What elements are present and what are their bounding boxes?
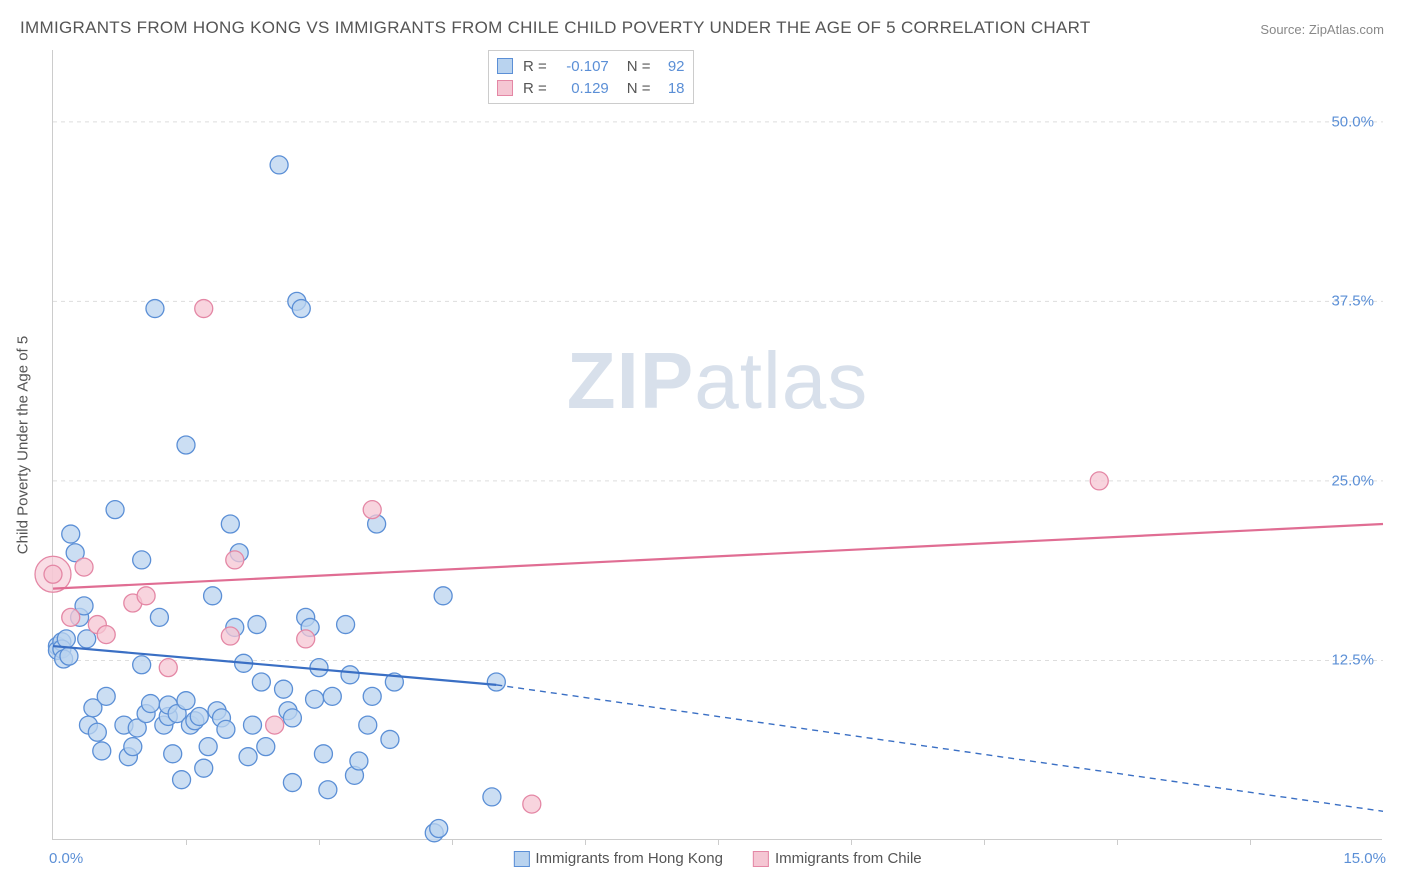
y-tick-label: 25.0% (1331, 472, 1374, 489)
x-tick (452, 839, 453, 845)
x-tick (851, 839, 852, 845)
regression-line-layer (53, 50, 1382, 839)
chart-title: IMMIGRANTS FROM HONG KONG VS IMMIGRANTS … (20, 18, 1091, 38)
x-axis-max-label: 15.0% (1343, 850, 1386, 867)
r-value-chile: 0.129 (553, 80, 609, 97)
source-attribution: Source: ZipAtlas.com (1260, 22, 1384, 37)
legend-label-hong-kong: Immigrants from Hong Kong (535, 850, 723, 867)
y-tick-label: 50.0% (1331, 113, 1374, 130)
x-tick (186, 839, 187, 845)
x-tick (319, 839, 320, 845)
y-tick-label: 12.5% (1331, 652, 1374, 669)
source-link[interactable]: ZipAtlas.com (1309, 22, 1384, 37)
x-tick (1250, 839, 1251, 845)
correlation-legend: R = -0.107 N = 92 R = 0.129 N = 18 (488, 50, 694, 104)
x-tick (1117, 839, 1118, 845)
swatch-chile (753, 851, 769, 867)
r-value-hk: -0.107 (553, 58, 609, 75)
correlation-legend-row-hk: R = -0.107 N = 92 (497, 55, 685, 77)
n-value-hk: 92 (657, 58, 685, 75)
n-value-chile: 18 (657, 80, 685, 97)
legend-item-chile: Immigrants from Chile (753, 850, 922, 867)
x-axis-min-label: 0.0% (49, 850, 83, 867)
swatch-chile (497, 80, 513, 96)
r-label: R = (523, 58, 547, 75)
y-axis-title: Child Poverty Under the Age of 5 (15, 335, 32, 553)
series-legend: Immigrants from Hong Kong Immigrants fro… (513, 850, 921, 867)
legend-item-hong-kong: Immigrants from Hong Kong (513, 850, 723, 867)
correlation-legend-row-chile: R = 0.129 N = 18 (497, 77, 685, 99)
x-tick (984, 839, 985, 845)
x-tick (585, 839, 586, 845)
plot-area: Child Poverty Under the Age of 5 ZIPatla… (52, 50, 1382, 840)
swatch-hong-kong (497, 58, 513, 74)
r-label: R = (523, 80, 547, 97)
source-label: Source: (1260, 22, 1305, 37)
legend-label-chile: Immigrants from Chile (775, 850, 922, 867)
swatch-hong-kong (513, 851, 529, 867)
n-label: N = (627, 58, 651, 75)
n-label: N = (627, 80, 651, 97)
x-tick (718, 839, 719, 845)
y-tick-label: 37.5% (1331, 293, 1374, 310)
